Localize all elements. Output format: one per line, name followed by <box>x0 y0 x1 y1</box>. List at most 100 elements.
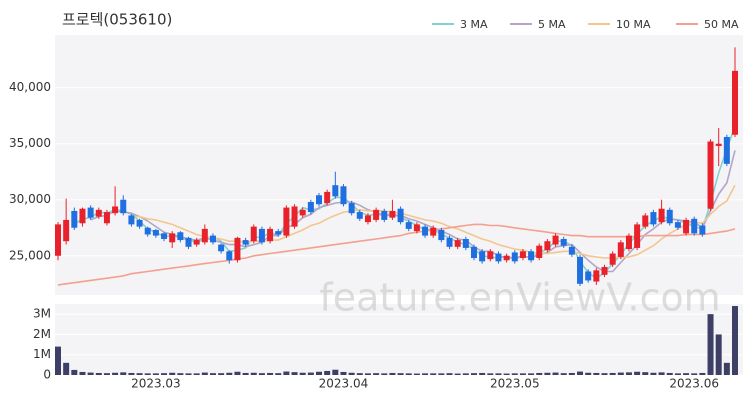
candle-body <box>242 240 249 245</box>
volume-bar <box>267 372 274 375</box>
candle-body <box>234 237 241 261</box>
candle-body <box>683 219 690 234</box>
volume-bar <box>226 372 233 375</box>
candle-body <box>373 209 380 220</box>
volume-bar <box>128 372 135 375</box>
volume-bar <box>732 306 738 375</box>
candle-body <box>324 191 331 204</box>
candle-body <box>732 70 738 135</box>
volume-bar <box>307 372 314 375</box>
volume-bar <box>462 373 469 375</box>
candle-body <box>316 195 323 205</box>
ma-line <box>57 223 736 286</box>
volume-bar <box>87 372 94 375</box>
candle-body <box>438 230 445 241</box>
volume-bar <box>650 372 657 375</box>
candle-body <box>389 210 396 218</box>
candle-body <box>63 219 70 242</box>
volume-bar <box>430 373 437 375</box>
candle-body <box>413 224 420 232</box>
candle-body <box>267 228 274 242</box>
candle-body <box>209 235 216 243</box>
y-tick-label: 0 <box>43 368 51 382</box>
x-tick-label: 2023.05 <box>490 377 540 391</box>
candle-body <box>454 240 461 247</box>
candle-body <box>71 210 78 228</box>
y-tick-label: 35,000 <box>9 136 51 150</box>
volume-bar <box>552 372 559 375</box>
candle-body <box>658 208 665 223</box>
candle-body <box>87 207 94 218</box>
volume-bar <box>95 372 102 375</box>
volume-bar <box>242 372 249 375</box>
volume-bar <box>405 373 412 375</box>
volume-bar <box>683 373 690 375</box>
volume-bar <box>666 372 673 375</box>
volume-bar <box>389 372 396 375</box>
candle-body <box>348 203 355 214</box>
candle-body <box>55 224 61 256</box>
candle-body <box>250 226 257 242</box>
candle-body <box>634 224 641 248</box>
volume-bar <box>544 372 551 375</box>
volume-bar <box>699 372 706 375</box>
candle-body <box>568 246 575 255</box>
volume-bar <box>593 372 600 375</box>
candle-body <box>275 231 282 235</box>
candle-body <box>299 209 306 216</box>
legend-label: 5 MA <box>538 18 566 31</box>
volume-bar <box>511 373 518 375</box>
candle-body <box>495 253 502 262</box>
candle-body <box>511 252 518 262</box>
volume-bar <box>332 369 339 375</box>
volume-bar <box>177 373 184 375</box>
volume-bar <box>413 373 420 375</box>
candle-body <box>446 237 453 247</box>
volume-panel <box>55 304 743 375</box>
x-tick-label: 2023.04 <box>319 377 369 391</box>
volume-bar <box>291 372 298 375</box>
volume-bar <box>275 373 282 375</box>
candle-body <box>332 185 339 197</box>
legend-label: 50 MA <box>704 18 739 31</box>
candle-body <box>405 222 412 229</box>
candle-body <box>120 199 127 214</box>
volume-bar <box>422 373 429 375</box>
volume-bar <box>674 373 681 375</box>
candle-body <box>136 219 143 227</box>
volume-bar <box>397 373 404 375</box>
volume-bar <box>161 373 168 375</box>
candle-body <box>177 232 184 241</box>
candle-body <box>340 186 347 205</box>
candle-body <box>103 212 110 224</box>
price-panel <box>55 35 743 295</box>
volume-bar <box>560 373 567 375</box>
candle-body <box>674 222 681 228</box>
volume-bar <box>503 373 510 375</box>
candle-body <box>226 251 233 261</box>
volume-bar <box>707 314 714 375</box>
volume-bar <box>470 373 477 375</box>
volume-bar <box>691 373 698 375</box>
y-tick-label: 3M <box>33 307 51 321</box>
volume-bar <box>381 373 388 375</box>
volume-bar <box>658 372 665 375</box>
volume-bar <box>71 369 78 375</box>
y-tick-label: 2M <box>33 327 51 341</box>
volume-bar <box>283 371 290 375</box>
volume-bar <box>169 372 176 375</box>
candle-body <box>593 270 600 282</box>
volume-bar <box>144 373 151 375</box>
volume-bar <box>324 370 331 375</box>
volume-bar <box>201 372 208 375</box>
volume-bar <box>218 373 225 375</box>
candle-body <box>169 233 176 243</box>
candle-body <box>112 206 119 214</box>
candle-body <box>642 215 649 227</box>
volume-bar <box>209 373 216 375</box>
y-tick-label: 40,000 <box>9 80 51 94</box>
volume-bar <box>120 372 127 375</box>
volume-bar <box>723 362 730 375</box>
candle-body <box>128 215 135 225</box>
volume-bar <box>617 372 624 375</box>
